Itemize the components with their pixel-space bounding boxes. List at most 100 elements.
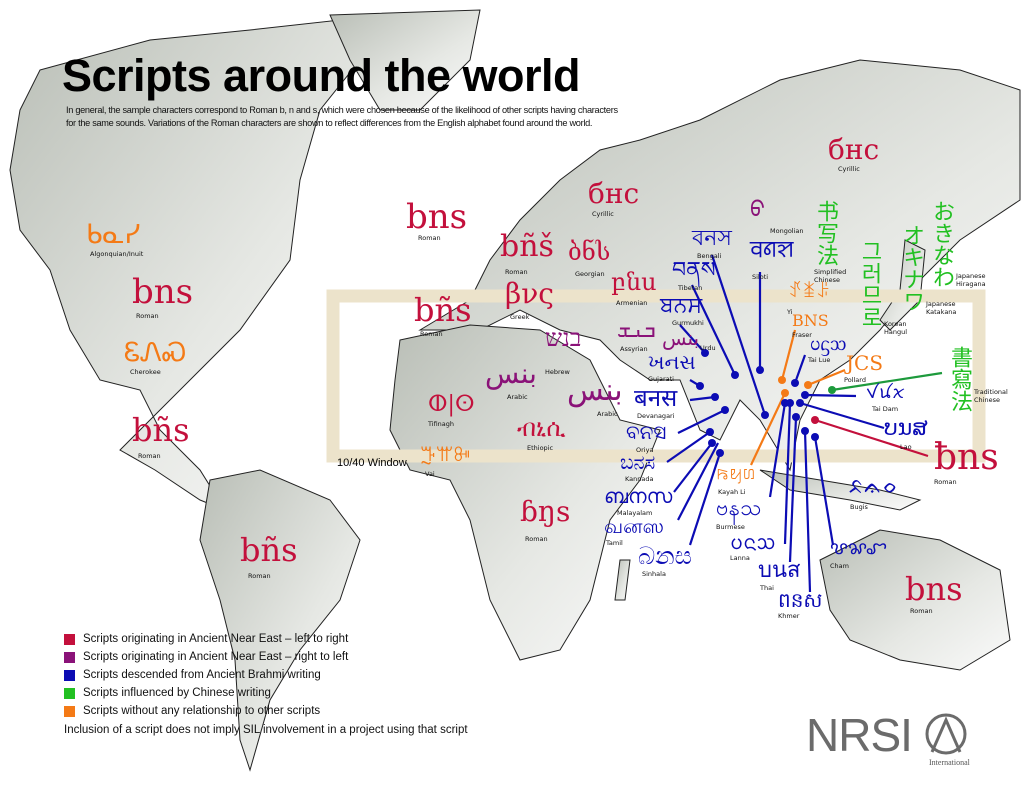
script-name-korean-hangul: Korean Hangul [884, 320, 908, 336]
script-sample-japanese-katakana: オキナワ [899, 224, 924, 312]
script-sample-yi: ꀋꁧꌠ [788, 281, 831, 302]
script-sample-pollard: JCS [846, 351, 884, 375]
script-sample-kayah-li: ꤒꤟꤛ [716, 460, 756, 485]
legend-item: Scripts influenced by Chinese writing [64, 684, 468, 702]
script-sample-ethiopic: ብኒሲ [517, 414, 566, 442]
script-sample-korean-hangul: 그러므로 [857, 240, 882, 328]
legend-swatch [64, 687, 75, 699]
australia [819, 529, 1011, 671]
script-sample-roman: ɓŋs [520, 495, 571, 528]
script-name-burmese: Burmese [716, 523, 745, 531]
logo-text: NRSI [806, 709, 913, 761]
legend-swatch [64, 705, 75, 717]
script-name-japanese-hiragana: Japanese Hiragana [956, 272, 986, 288]
script-name-cherokee: Cherokee [130, 368, 161, 376]
script-name-greek: Greek [510, 313, 530, 321]
intro-text: In general, the sample characters corres… [66, 105, 618, 128]
script-name-cham: Cham [830, 562, 849, 570]
script-sample-armenian: բնս [611, 268, 657, 296]
legend-item: Scripts originating in Ancient Near East… [64, 630, 468, 648]
disclaimer-note: Inclusion of a script does not imply SIL… [64, 724, 468, 736]
script-name-roman: Roman [525, 535, 548, 543]
script-sample-burmese: ဗနသ [716, 496, 762, 521]
script-name-assyrian: Assyrian [620, 345, 648, 353]
script-name-vai: Vai [425, 470, 435, 478]
script-name-simplified-chinese: Simplified Chinese [814, 268, 847, 284]
script-name-roman: Roman [136, 312, 159, 320]
indonesia [759, 469, 922, 511]
script-sample-lanna: ᨷᨶᩈ [730, 530, 776, 554]
script-name-tibetan: Tibetan [678, 284, 703, 292]
legend-swatch [64, 651, 75, 663]
script-sample-tibetan: བནས [672, 258, 716, 283]
legend-label: Scripts originating in Ancient Near East… [83, 633, 349, 645]
script-sample-roman: bñs [132, 411, 190, 449]
script-sample-malayalam: ബനസ [604, 484, 673, 508]
script-name-bugis: Bugis [850, 503, 868, 511]
script-sample-oriya: ବନସ [626, 420, 667, 444]
script-name-siloti: Siloti [752, 273, 769, 281]
connector-lines [666, 254, 943, 593]
script-name-georgian: Georgian [575, 270, 605, 278]
script-sample-simplified-chinese: 书写法 [813, 200, 838, 266]
script-name-roman: Roman [910, 607, 933, 615]
script-name-mongolian: Mongolian [770, 227, 804, 235]
script-sample-hebrew: בנש [545, 324, 582, 352]
script-sample-siloti: ꠛꠘꠡ [750, 238, 794, 263]
script-sample-roman: bns [406, 197, 468, 237]
script-sample-fraser: BNS [792, 311, 829, 330]
script-name-lao: Lao [900, 443, 912, 451]
legend-item: Scripts without any relationship to othe… [64, 702, 468, 720]
script-sample-tamil: வனஸ [604, 514, 665, 538]
script-name-algonquian-inuit: Algonquian/Inuit [90, 250, 144, 258]
connector-dots [696, 349, 836, 457]
script-sample-tai-dam: ꪚꪙꪎ [866, 382, 905, 403]
script-name-roman: Roman [418, 234, 441, 242]
page-title: Scripts around the world [62, 50, 581, 101]
script-sample-cyrillic: бнс [828, 133, 880, 166]
greenland [329, 9, 481, 111]
script-sample-arabic: بنس [485, 357, 537, 390]
script-name-roman: Roman [934, 478, 957, 486]
script-name-tamil: Tamil [606, 539, 623, 547]
script-sample-georgian: ბნს [568, 238, 611, 266]
script-sample-greek: βνς [505, 277, 554, 310]
script-sample-roman: bñs [240, 531, 298, 569]
script-name-arabic: Arabic [507, 393, 528, 401]
script-sample-devanagari: बनस [634, 384, 678, 412]
sil-mark-icon [925, 713, 967, 755]
legend-label: Scripts descended from Ancient Brahmi wr… [83, 669, 321, 681]
script-name-kayah-li: Kayah Li [718, 488, 746, 496]
script-name-traditional-chinese: Traditional Chinese [974, 388, 1008, 404]
legend-label: Scripts influenced by Chinese writing [83, 687, 271, 699]
script-sample-assyrian: ܒܢܫ [617, 318, 656, 343]
script-sample-urdu: بنس [662, 326, 700, 350]
script-name-tai-lue: Tai Lue [808, 356, 831, 364]
script-name-pollard: Pollard [844, 376, 866, 384]
script-sample-cham: ꨝꨗꨧ [830, 538, 888, 559]
script-sample-kannada: ಬನಸ [620, 450, 656, 474]
script-name-gurmukhi: Gurmukhi [672, 319, 704, 327]
script-name-tifinagh: Tifinagh [428, 420, 455, 428]
script-sample-arabic: بنس [567, 373, 623, 408]
script-sample-algonquian-inuit: ᑲᓇᓯ [86, 220, 141, 250]
script-sample-vai: ꔓꕌꔻ [420, 442, 471, 466]
legend-swatch [64, 633, 75, 645]
script-name-lanna: Lanna [730, 554, 750, 562]
script-name-ethiopic: Ethiopic [527, 444, 554, 452]
script-name-devanagari: Devanagari [637, 412, 675, 420]
script-sample-japanese-hiragana: おきなわ [929, 200, 954, 288]
script-sample-bengali: বনস [692, 226, 732, 251]
continents [9, 9, 1021, 772]
script-name-gujarati: Gujarati [648, 375, 674, 383]
script-sample-gurmukhi: ਬਨਸ [660, 293, 703, 318]
script-name-hebrew: Hebrew [545, 368, 570, 376]
script-name-kannada: Kannada [625, 475, 654, 483]
script-sample-gujarati: ખનસ [648, 350, 696, 374]
south-america [199, 469, 361, 772]
script-sample-thai: บนส [758, 558, 801, 583]
script-sample-roman: bñs [414, 291, 472, 329]
script-sample-tifinagh: ⵀ|ⵙ [428, 392, 475, 417]
script-sample-traditional-chinese: 書寫法 [947, 346, 972, 412]
